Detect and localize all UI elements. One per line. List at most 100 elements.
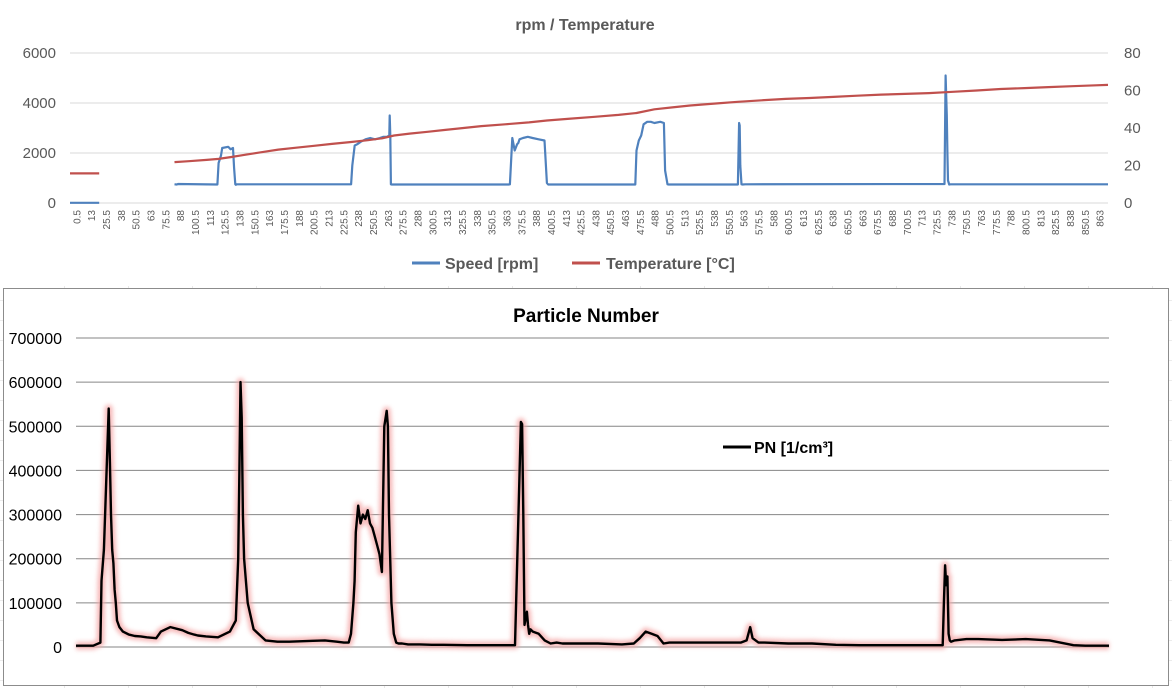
x-tick-label: 325.5 <box>458 210 469 235</box>
x-tick-label: 413 <box>562 210 573 227</box>
x-tick-label: 0.5 <box>72 210 83 224</box>
y-right-tick-label: 80 <box>1124 45 1141 62</box>
x-tick-label: 263 <box>384 210 395 227</box>
legend-label-speed: Speed [rpm] <box>445 256 538 273</box>
particle-number-chart[interactable]: Particle Number 0 100000 200000 300000 40000… <box>3 288 1169 686</box>
x-tick-label: 863 <box>1096 210 1107 227</box>
y-tick-label: 600000 <box>9 375 62 392</box>
y-tick-label: 700000 <box>9 331 62 348</box>
x-tick-label: 338 <box>473 210 484 227</box>
x-tick-label: 213 <box>325 210 336 227</box>
x-tick-label: 238 <box>354 210 365 227</box>
legend-label-temperature: Temperature [°C] <box>606 256 735 273</box>
x-tick-label: 700.5 <box>903 210 914 235</box>
x-tick-label: 288 <box>414 210 425 227</box>
x-tick-label: 500.5 <box>666 210 677 235</box>
x-tick-label: 88 <box>176 210 187 222</box>
x-tick-label: 275.5 <box>399 210 410 235</box>
temperature-series-line <box>70 83 1109 175</box>
x-tick-label: 663 <box>858 210 869 227</box>
x-tick-label: 450.5 <box>606 210 617 235</box>
x-tick-label: 550.5 <box>725 210 736 235</box>
x-tick-label: 625.5 <box>814 210 825 235</box>
x-tick-label: 850.5 <box>1081 210 1092 235</box>
legend-label-pn: PN [1/cm³] <box>754 440 833 457</box>
x-tick-label: 775.5 <box>992 210 1003 235</box>
x-tick-label: 13 <box>87 210 98 222</box>
chart-title: rpm / Temperature <box>515 17 654 34</box>
x-tick-label: 150.5 <box>250 210 261 235</box>
x-tick-label: 738 <box>947 210 958 227</box>
x-tick-label: 725.5 <box>933 210 944 235</box>
y-right-tick-label: 40 <box>1124 120 1141 137</box>
x-tick-label: 788 <box>1007 210 1018 227</box>
x-tick-label: 825.5 <box>1051 210 1062 235</box>
x-tick-label: 138 <box>236 210 247 227</box>
y-right-tick-label: 20 <box>1124 158 1141 175</box>
x-tick-label: 400.5 <box>547 210 558 235</box>
y-tick-label: 0 <box>53 640 62 657</box>
x-tick-label: 638 <box>829 210 840 227</box>
y-tick-label: 200000 <box>9 552 62 569</box>
y-tick-label: 400000 <box>9 463 62 480</box>
y-left-tick-label: 2000 <box>23 145 56 162</box>
x-tick-label: 675.5 <box>873 210 884 235</box>
x-tick-label: 763 <box>977 210 988 227</box>
y-tick-label: 500000 <box>9 419 62 436</box>
x-tick-label: 463 <box>621 210 632 227</box>
x-tick-label: 25.5 <box>102 210 113 230</box>
x-tick-label: 300.5 <box>428 210 439 235</box>
x-tick-label: 438 <box>591 210 602 227</box>
x-tick-label: 163 <box>265 210 276 227</box>
x-tick-label: 475.5 <box>636 210 647 235</box>
x-tick-label: 425.5 <box>577 210 588 235</box>
x-tick-label: 838 <box>1066 210 1077 227</box>
x-tick-label: 750.5 <box>962 210 973 235</box>
x-tick-label: 563 <box>740 210 751 227</box>
x-tick-label: 113 <box>206 210 217 226</box>
x-tick-label: 713 <box>918 210 929 227</box>
y-tick-label: 100000 <box>9 596 62 613</box>
x-tick-label: 375.5 <box>517 210 528 235</box>
x-tick-label: 525.5 <box>695 210 706 235</box>
x-tick-label: 538 <box>710 210 721 227</box>
chart-legend: Speed [rpm] Temperature [°C] <box>412 256 735 273</box>
x-tick-label: 250.5 <box>369 210 380 235</box>
x-tick-label: 513 <box>680 210 691 227</box>
x-tick-label: 600.5 <box>784 210 795 235</box>
x-tick-label: 688 <box>888 210 899 227</box>
x-tick-label: 125.5 <box>221 210 232 235</box>
y-left-tick-label: 6000 <box>23 45 56 62</box>
y-right-tick-label: 60 <box>1124 83 1141 100</box>
x-tick-label: 350.5 <box>488 210 499 235</box>
x-tick-label: 225.5 <box>339 210 350 235</box>
x-tick-label: 63 <box>147 210 158 222</box>
x-tick-label: 813 <box>1036 210 1047 227</box>
x-tick-label: 38 <box>117 210 128 222</box>
x-tick-label: 200.5 <box>310 210 321 235</box>
speed-series-line <box>70 74 1108 204</box>
x-tick-label: 75.5 <box>161 210 172 230</box>
particle-number-plot: Particle Number 0 100000 200000 300000 40000… <box>9 306 1109 657</box>
chart-title: Particle Number <box>513 306 659 327</box>
x-tick-label: 650.5 <box>844 210 855 235</box>
pn-series-glow <box>76 378 1109 650</box>
rpm-temperature-plot: rpm / Temperature 0 2000 4000 6000 0 20 40 60 8… <box>23 17 1141 273</box>
x-tick-label: 100.5 <box>191 210 202 235</box>
y-right-tick-label: 0 <box>1124 195 1132 212</box>
x-tick-label: 488 <box>651 210 662 227</box>
y-left-tick-label: 0 <box>48 195 56 212</box>
x-tick-label: 363 <box>502 210 513 227</box>
x-tick-label: 588 <box>769 210 780 227</box>
pn-series-line <box>76 380 1109 647</box>
y-tick-label: 300000 <box>9 508 62 525</box>
x-tick-label: 388 <box>532 210 543 227</box>
x-tick-label: 188 <box>295 210 306 227</box>
x-tick-label: 313 <box>443 210 454 227</box>
rpm-temperature-chart[interactable]: rpm / Temperature 0 2000 4000 6000 0 20 40 60 8… <box>0 0 1172 286</box>
x-tick-label: 800.5 <box>1021 210 1032 235</box>
y-left-tick-label: 4000 <box>23 95 56 112</box>
x-tick-label: 613 <box>799 210 810 227</box>
x-tick-label: 175.5 <box>280 210 291 235</box>
x-tick-label: 575.5 <box>755 210 766 235</box>
